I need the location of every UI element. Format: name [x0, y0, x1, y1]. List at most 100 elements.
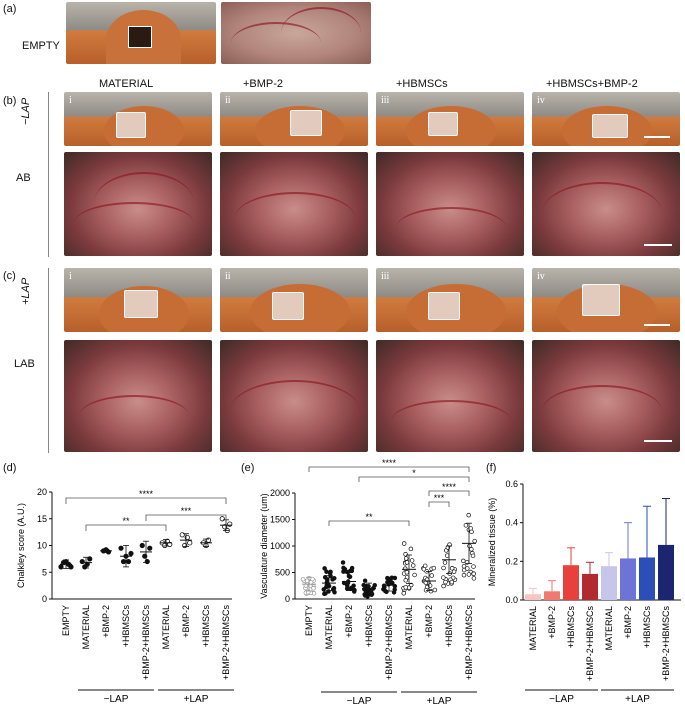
- x-tick-label: +BMP-2: [547, 606, 557, 639]
- x-tick-label: EMPTY: [304, 605, 314, 636]
- bar: [544, 591, 560, 600]
- plus-lap-divider: [48, 268, 49, 453]
- data-point: [147, 545, 153, 551]
- group-label: −LAP: [347, 696, 372, 707]
- data-point: [332, 576, 337, 581]
- data-point: [392, 575, 398, 581]
- data-point: [304, 578, 310, 584]
- column-header-hbmscs-bmp2: +HBMSCs+BMP-2: [546, 78, 638, 90]
- panel-e-label: (e): [241, 462, 255, 474]
- photo-c-membrane-iii: [376, 340, 524, 452]
- data-point: [340, 560, 346, 565]
- significance-label: ***: [181, 506, 192, 516]
- group-label: −LAP: [549, 694, 574, 705]
- scale-bar: [644, 440, 672, 442]
- photo-b-membrane-iii: [376, 152, 524, 256]
- data-point: [422, 563, 428, 569]
- x-tick-label: +BMP-2: [424, 605, 434, 638]
- data-point: [120, 558, 127, 565]
- photo-c-membrane-i: [64, 340, 212, 452]
- data-point: [382, 584, 387, 590]
- significance-bracket: [85, 524, 167, 531]
- data-point: [428, 588, 434, 594]
- data-point: [300, 576, 306, 582]
- panel-c-label: (c): [3, 270, 16, 282]
- bar: [525, 594, 541, 600]
- data-point: [441, 575, 446, 580]
- x-tick-label: MATERIAL: [324, 605, 334, 649]
- data-point: [401, 590, 407, 596]
- data-point: [125, 558, 132, 565]
- x-tick-label: +HBMSCs: [642, 606, 652, 649]
- group-label: +LAP: [184, 694, 209, 705]
- x-tick-label: EMPTY: [61, 605, 71, 636]
- y-tick-label: 0: [285, 594, 290, 604]
- significance-bracket: [65, 497, 227, 504]
- photo-b-iii: iii: [376, 92, 524, 146]
- data-point: [322, 575, 328, 580]
- y-tick-label: 20: [37, 487, 47, 497]
- photo-b-membrane-i: [64, 152, 212, 256]
- y-tick-label: 0.2: [505, 556, 518, 566]
- significance-label: **: [365, 512, 373, 522]
- data-point: [449, 566, 455, 571]
- significance-bracket: [328, 520, 410, 526]
- lab-row-label: LAB: [14, 358, 35, 370]
- data-point: [469, 547, 474, 552]
- data-point: [311, 586, 316, 591]
- empty-egg-window-photo: [66, 2, 216, 64]
- data-point: [410, 563, 416, 568]
- y-axis-label: Chalkley score (A.U.): [16, 503, 26, 588]
- significance-label: ****: [442, 482, 457, 492]
- y-axis-label: Mineralized tissue (%): [487, 498, 497, 587]
- data-point: [403, 556, 409, 561]
- data-point: [408, 546, 414, 552]
- data-point: [324, 569, 329, 574]
- photo-b-membrane-ii: [220, 152, 368, 256]
- group-label: +LAP: [625, 694, 650, 705]
- group-label: +LAP: [427, 696, 452, 707]
- data-point: [461, 572, 467, 578]
- y-tick-label: 15: [37, 514, 47, 524]
- data-point: [364, 585, 370, 590]
- chart-f-mineralized-tissue: 0.0 0.2 0.4 0.6 Mineralized tissue (%) MATERI…: [487, 479, 681, 705]
- x-tick-label: +BMP-2+HBMSCs: [221, 605, 231, 681]
- data-point: [402, 566, 408, 571]
- data-point: [344, 586, 350, 591]
- data-point: [441, 583, 446, 589]
- x-tick-label: +HBMSCs: [444, 605, 454, 648]
- empty-row-label: EMPTY: [22, 40, 60, 52]
- empty-membrane-photo: [221, 2, 371, 64]
- significance-label: ****: [382, 458, 397, 468]
- data-point: [179, 532, 185, 538]
- data-point: [466, 512, 471, 518]
- panel-b-label: (b): [3, 95, 17, 107]
- significance-bracket: [428, 501, 450, 507]
- scale-bar: [644, 136, 670, 138]
- data-point: [443, 579, 448, 585]
- x-tick-label: MATERIAL: [404, 605, 414, 649]
- minus-lap-row-label: −LAP: [20, 97, 32, 125]
- x-tick-label: +BMP-2+HBMSCs: [585, 606, 595, 682]
- significance-bracket: [358, 476, 470, 482]
- y-tick-label: 500: [275, 568, 290, 578]
- photo-c-ii: ii: [220, 268, 368, 332]
- x-tick-label: MATERIAL: [161, 605, 171, 649]
- x-tick-label: +BMP-2: [101, 605, 111, 638]
- x-tick-label: +BMP-2+HBMSCs: [464, 605, 474, 681]
- data-point: [469, 529, 474, 535]
- bar: [639, 557, 655, 600]
- data-point: [351, 583, 356, 588]
- data-point: [472, 538, 477, 544]
- photo-b-ii: ii: [220, 92, 368, 146]
- bar: [563, 565, 579, 600]
- data-point: [322, 566, 327, 571]
- data-point: [442, 560, 448, 565]
- data-point: [432, 587, 438, 593]
- data-point: [461, 558, 466, 564]
- data-point: [58, 564, 64, 570]
- photo-b-membrane-iv: [532, 152, 680, 256]
- data-point: [205, 537, 212, 543]
- data-point: [409, 558, 415, 563]
- panel-f-label: (f): [486, 462, 497, 474]
